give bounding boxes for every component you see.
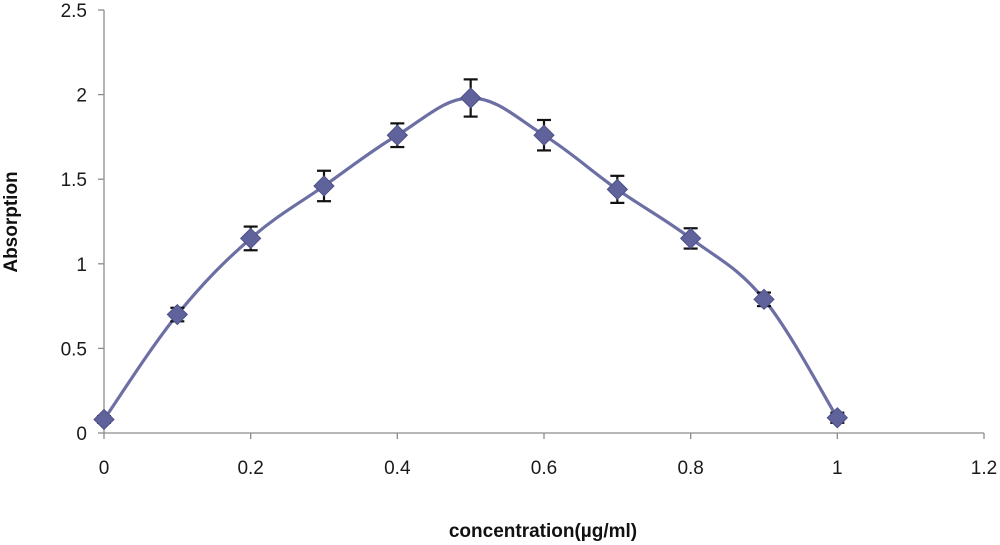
marker-layer: [93, 87, 849, 431]
x-tick-label: 0: [99, 458, 110, 479]
x-tick-label: 1: [832, 458, 843, 479]
x-tick-label: 0.6: [531, 458, 557, 479]
data-point-marker: [606, 178, 629, 201]
data-point-marker: [239, 227, 262, 250]
y-tick-label: 1.5: [61, 170, 87, 191]
data-point-marker: [93, 408, 115, 431]
series-line: [102, 96, 839, 421]
axes: 0 0.5 1 1.5 2 2.5 0 0.2 0.4 0.6 0.8 1 1.2: [61, 1, 998, 479]
y-tick-label: 1: [76, 255, 87, 276]
x-tick-label: 1.2: [971, 458, 997, 479]
data-point-marker: [459, 87, 482, 109]
data-point-marker: [166, 303, 189, 326]
x-tick-label: 0.2: [237, 458, 263, 479]
y-tick-label: 2.5: [61, 1, 87, 22]
y-tick-label: 0: [76, 424, 87, 445]
data-point-marker: [313, 175, 335, 197]
curve-layer: [102, 96, 839, 421]
data-point-marker: [679, 227, 702, 250]
error-bar-layer: [97, 78, 845, 424]
x-tick-label: 0.8: [677, 458, 703, 479]
data-point-marker: [826, 407, 849, 429]
y-tick-label: 0.5: [61, 339, 87, 360]
x-tick-label: 0.4: [384, 458, 411, 479]
y-axis-title: Absorption: [1, 171, 22, 272]
data-point-marker: [386, 124, 409, 146]
data-point-marker: [753, 288, 775, 311]
data-point-marker: [533, 124, 555, 146]
x-axis-title: concentration(µg/ml): [449, 521, 637, 542]
y-tick-label: 2: [76, 86, 87, 107]
